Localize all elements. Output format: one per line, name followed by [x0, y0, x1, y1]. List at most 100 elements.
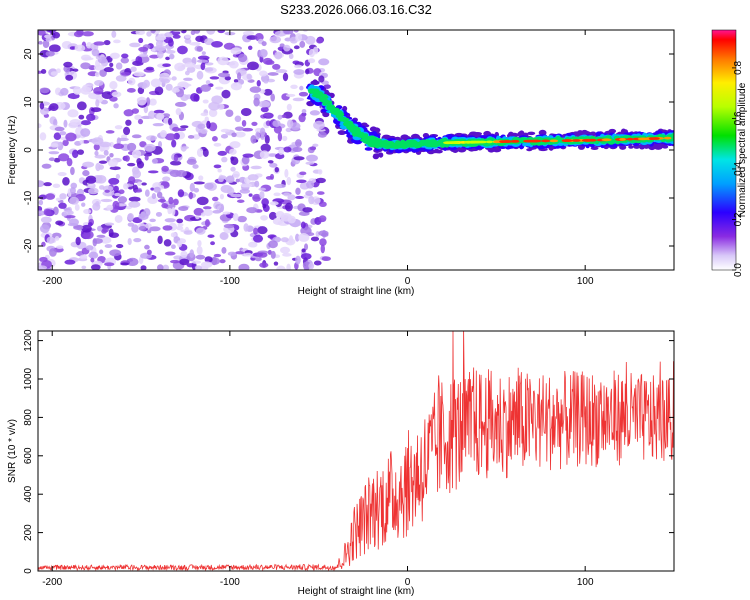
x-tick-label: -200 — [42, 577, 62, 588]
noise-blob — [63, 61, 73, 68]
noise-blob — [192, 164, 199, 169]
noise-blob — [113, 185, 119, 192]
noise-blob — [284, 168, 289, 178]
trace-blob — [314, 91, 324, 97]
noise-blob — [117, 137, 129, 142]
noise-blob — [146, 229, 152, 234]
noise-blob — [188, 191, 193, 200]
noise-blob — [259, 150, 270, 159]
noise-blob — [169, 259, 180, 264]
noise-blob — [252, 234, 264, 243]
trace-blob — [343, 122, 348, 126]
noise-blob — [167, 117, 173, 126]
noise-blob — [87, 222, 93, 227]
noise-blob — [131, 108, 140, 114]
trace-core — [619, 137, 626, 141]
noise-blob — [263, 80, 269, 84]
noise-blob — [179, 258, 190, 266]
noise-blob — [197, 55, 210, 60]
noise-blob — [253, 227, 259, 235]
noise-blob — [283, 30, 294, 35]
noise-blob — [320, 244, 325, 254]
noise-blob — [157, 235, 163, 245]
noise-blob — [264, 134, 270, 144]
noise-blob — [96, 225, 103, 232]
noise-blob — [69, 196, 80, 205]
noise-blob — [76, 101, 87, 111]
colorbar-gradient — [711, 29, 737, 271]
noise-blob — [81, 224, 92, 233]
noise-blob — [237, 215, 247, 223]
noise-blob — [285, 93, 296, 97]
noise-blob — [164, 251, 176, 256]
noise-blob — [131, 134, 142, 139]
noise-blob — [117, 196, 128, 204]
noise-blob — [127, 77, 136, 86]
noise-blob — [176, 218, 184, 224]
noise-blob — [219, 259, 226, 264]
noise-blob — [127, 213, 134, 221]
noise-blob — [99, 249, 104, 255]
noise-blob — [252, 193, 262, 202]
noise-blob — [176, 225, 184, 231]
noise-blob — [178, 206, 189, 212]
trace-blob — [423, 141, 431, 147]
noise-blob — [259, 48, 268, 58]
trace-blob — [337, 130, 347, 136]
noise-blob — [205, 80, 211, 85]
noise-blob — [213, 253, 222, 258]
noise-blob — [223, 42, 236, 50]
noise-blob — [149, 218, 156, 223]
noise-blob — [94, 80, 104, 87]
noise-blob — [222, 211, 231, 215]
noise-blob — [293, 30, 299, 33]
snr-x-label: Height of straight line (km) — [298, 586, 415, 597]
noise-blob — [160, 78, 170, 84]
noise-blob — [180, 125, 189, 129]
noise-blob — [45, 37, 52, 42]
noise-blob — [161, 203, 169, 209]
noise-blob — [112, 200, 120, 210]
noise-blob — [113, 39, 121, 44]
noise-blob — [78, 114, 85, 120]
spectrogram-plot-area — [38, 30, 674, 270]
noise-blob — [39, 102, 45, 110]
noise-blob — [305, 190, 314, 196]
noise-blob — [270, 93, 275, 102]
noise-blob — [149, 54, 160, 59]
noise-blob — [114, 125, 123, 130]
noise-blob — [95, 55, 102, 60]
noise-blob — [172, 34, 181, 39]
noise-blob — [301, 108, 307, 114]
noise-blob — [274, 166, 280, 173]
noise-blob — [319, 238, 327, 246]
figure-title: S233.2026.066.03.16.C32 — [280, 2, 432, 17]
x-tick-label: 0 — [405, 276, 411, 287]
noise-blob — [153, 186, 161, 193]
noise-blob — [65, 132, 77, 142]
noise-blob — [123, 109, 134, 117]
noise-blob — [157, 199, 167, 203]
noise-blob — [249, 86, 262, 93]
signal-trace — [305, 79, 674, 160]
noise-blob — [104, 244, 113, 249]
noise-blob — [114, 214, 123, 223]
noise-blob — [246, 207, 258, 214]
noise-blob — [156, 113, 165, 121]
spectrogram-y-label: Frequency (Hz) — [7, 116, 18, 185]
noise-blob — [82, 57, 94, 61]
noise-blob — [50, 143, 59, 148]
noise-blob — [225, 109, 234, 118]
noise-blob — [248, 241, 258, 248]
noise-blob — [149, 226, 161, 232]
noise-blob — [59, 193, 67, 200]
trace-core — [549, 139, 559, 143]
noise-blob — [162, 63, 171, 68]
trace-blob — [372, 153, 380, 160]
noise-blob — [238, 53, 248, 63]
colorbar-tick-label: 0.8 — [733, 61, 744, 75]
noise-blob — [66, 157, 73, 167]
noise-blob — [318, 58, 330, 66]
noise-blob — [64, 259, 76, 265]
noise-blob — [71, 149, 79, 159]
